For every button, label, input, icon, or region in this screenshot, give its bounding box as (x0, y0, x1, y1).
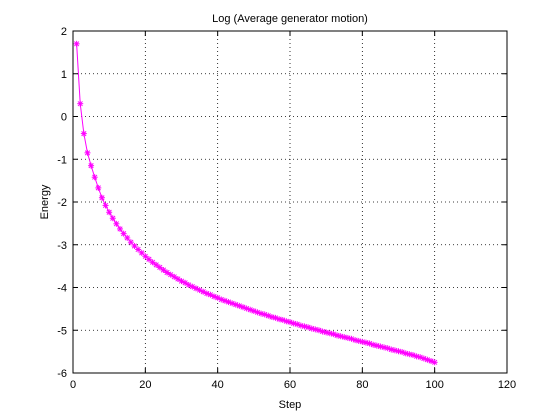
data-point-marker (98, 194, 105, 201)
data-point-marker (84, 149, 91, 156)
data-point-marker (88, 162, 95, 169)
data-point-marker (91, 174, 98, 181)
data-point-marker (109, 215, 116, 222)
data-point-marker (124, 234, 131, 241)
y-tick-label: -5 (57, 325, 67, 337)
x-tick-label: 120 (498, 379, 516, 391)
x-tick-label: 40 (212, 379, 224, 391)
data-point-marker (153, 261, 160, 268)
data-point-marker (174, 275, 181, 282)
data-point-marker (102, 202, 109, 209)
y-axis-label: Energy (39, 184, 51, 219)
data-point-marker (95, 184, 102, 191)
data-point-marker (77, 100, 84, 107)
x-tick-labels: 0 20 40 60 80 100 120 (70, 379, 516, 391)
data-point-marker (142, 253, 149, 260)
x-tick-label: 80 (356, 379, 368, 391)
data-point-marker (113, 220, 120, 227)
data-point-marker (120, 230, 127, 237)
data-point-marker (131, 243, 138, 250)
data-point-marker (359, 338, 366, 345)
data-point-marker (164, 269, 171, 276)
data-point-marker (80, 130, 87, 137)
y-tick-label: 0 (61, 112, 67, 124)
data-point-marker (402, 350, 409, 357)
y-tick-label: -6 (57, 368, 67, 380)
y-tick-label: 1 (61, 69, 67, 81)
data-point-marker (431, 359, 438, 366)
grid-lines (73, 31, 507, 373)
chart-title: Log (Average generator motion) (212, 13, 368, 25)
data-point-marker (370, 341, 377, 348)
y-tick-label: -2 (57, 197, 67, 209)
y-tick-label: 2 (61, 26, 67, 38)
x-tick-label: 100 (425, 379, 443, 391)
data-point-marker (171, 273, 178, 280)
series-marker-layer (73, 40, 438, 366)
data-point-marker (73, 40, 80, 47)
data-point-marker (149, 259, 156, 266)
data-point-marker (156, 264, 163, 271)
tick-marks (72, 30, 508, 374)
y-tick-label: -1 (57, 154, 67, 166)
x-tick-label: 0 (70, 379, 76, 391)
data-point-marker (160, 266, 167, 273)
x-tick-label: 60 (284, 379, 296, 391)
y-tick-labels: -6 -5 -4 -3 -2 -1 0 1 2 (57, 26, 67, 380)
y-tick-label: -3 (57, 240, 67, 252)
data-point-marker (117, 225, 124, 232)
x-tick-label: 20 (139, 379, 151, 391)
y-tick-label: -4 (57, 283, 67, 295)
data-point-marker (341, 334, 348, 341)
x-axis-label: Step (279, 399, 302, 411)
data-point-marker (106, 209, 113, 216)
